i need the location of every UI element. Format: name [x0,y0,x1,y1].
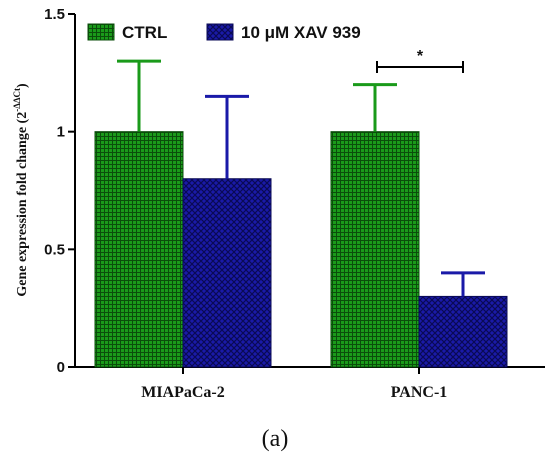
plot-area: 0 0.5 1 1.5 MIAPaCa-2 PANC-1 * CTRL 10 μM XAV 93… [44,6,545,401]
y-axis-title: Gene expression fold change (2-ΔΔCt) [12,83,30,297]
bar-xav939-1 [418,295,508,368]
panel-label: (a) [262,426,289,452]
x-tick-label: MIAPaCa-2 [141,384,225,401]
bar-ctrl-0 [94,131,184,368]
bar-xav939-0 [182,178,272,368]
y-tick-label: 1.5 [44,6,65,23]
legend-swatch-ctrl [87,23,115,41]
legend-label-ctrl: CTRL [122,23,167,42]
legend-swatch-xav939 [206,23,234,41]
legend-label-xav939: 10 μM XAV 939 [241,23,361,42]
bar-ctrl-1 [330,131,420,368]
x-tick-label: PANC-1 [391,384,448,401]
y-tick-label: 1 [57,124,65,141]
significance-star: * [417,48,424,65]
y-tick-label: 0 [57,359,65,376]
y-tick-label: 0.5 [44,241,65,258]
